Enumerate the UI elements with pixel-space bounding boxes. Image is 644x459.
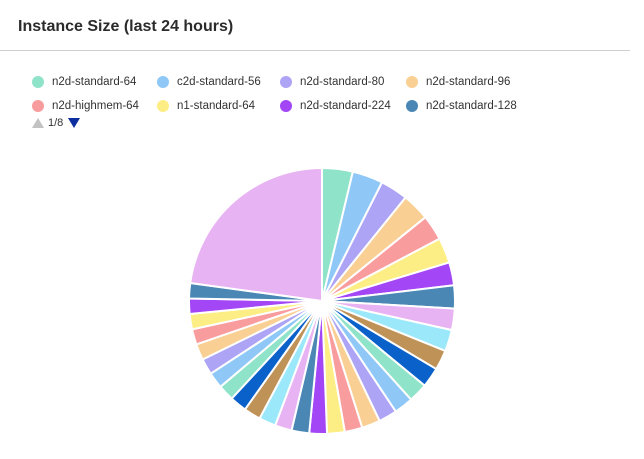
legend-label: c2d-standard-56 [177,76,261,88]
panel-title: Instance Size (last 24 hours) [18,18,234,35]
legend-pager: 1/8 [32,117,81,129]
panel-header: Instance Size (last 24 hours) [0,0,630,51]
legend-item-n2d-standard-80[interactable]: n2d-standard-80 [280,76,406,88]
pager-text: 1/8 [48,117,64,129]
legend-label: n1-standard-64 [177,100,255,112]
legend-label: n2d-highmem-64 [52,100,139,112]
legend-item-n2d-standard-224[interactable]: n2d-standard-224 [280,100,406,112]
legend-row: n2d-highmem-64 n1-standard-64 n2d-standa… [32,94,552,118]
legend-swatch [280,76,292,88]
pie-slice[interactable] [189,167,323,302]
triangle-down-icon[interactable] [68,118,81,128]
legend-swatch [406,76,418,88]
legend-label: n2d-standard-64 [52,76,137,88]
legend-item-n2d-standard-64[interactable]: n2d-standard-64 [32,76,157,88]
legend-item-n2d-highmem-64[interactable]: n2d-highmem-64 [32,100,157,112]
triangle-up-icon[interactable] [32,118,44,128]
legend-swatch [157,76,169,88]
legend: n2d-standard-64 c2d-standard-56 n2d-stan… [32,70,552,118]
legend-swatch [280,100,292,112]
legend-item-n2d-standard-96[interactable]: n2d-standard-96 [406,76,510,88]
legend-swatch [32,76,44,88]
legend-swatch [157,100,169,112]
legend-row: n2d-standard-64 c2d-standard-56 n2d-stan… [32,70,552,94]
legend-swatch [32,100,44,112]
legend-item-c2d-standard-56[interactable]: c2d-standard-56 [157,76,280,88]
legend-label: n2d-standard-96 [426,76,511,88]
legend-label: n2d-standard-80 [300,76,385,88]
legend-label: n2d-standard-128 [426,100,517,112]
legend-swatch [406,100,418,112]
legend-item-n2d-standard-128[interactable]: n2d-standard-128 [406,100,517,112]
legend-label: n2d-standard-224 [300,100,391,112]
legend-item-n1-standard-64[interactable]: n1-standard-64 [157,100,280,112]
